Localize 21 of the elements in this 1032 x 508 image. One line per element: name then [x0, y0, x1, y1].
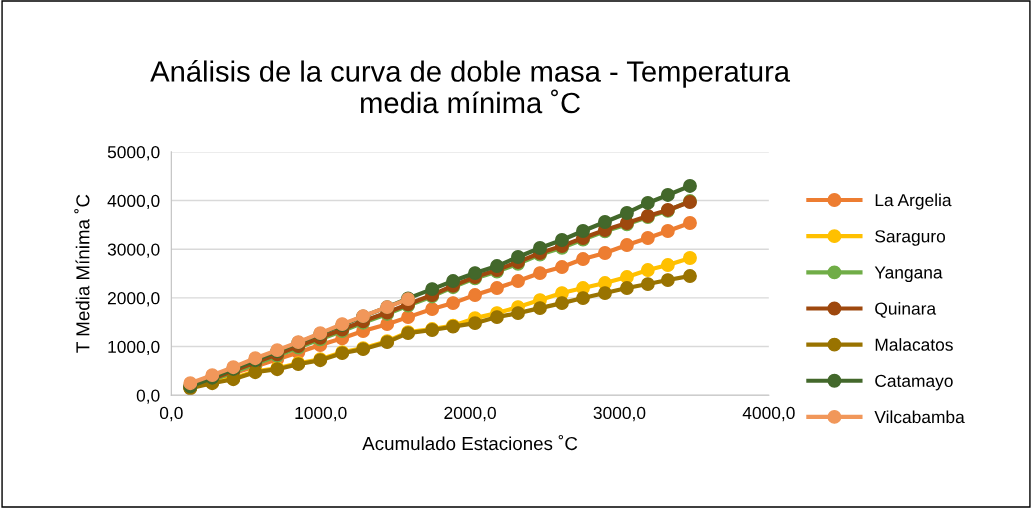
y-tick-label: 5000,0: [107, 146, 160, 161]
legend-label: Malacatos: [875, 338, 953, 351]
x-tick-label: 4000,0: [742, 406, 795, 422]
y-tick-label: 3000,0: [107, 243, 160, 258]
y-tick-label: 4000,0: [107, 194, 160, 210]
y-axis-title: T Media Mínima ˚C: [74, 194, 90, 353]
x-axis-title: Acumulado Estaciones ˚C: [362, 434, 578, 451]
legend-label: Quinara: [875, 301, 937, 318]
x-tick-label: 1000,0: [295, 406, 347, 422]
chart-title: Análisis de la curva de doble masa - Temperatura media mínima ˚C: [150, 60, 791, 114]
legend-label: La Argelia: [875, 193, 952, 210]
legend-label: Catamayo: [875, 374, 953, 391]
x-tick-label: 0,0: [159, 406, 183, 422]
y-tick-label: 0,0: [136, 389, 160, 404]
x-tick-label: 2000,0: [444, 406, 496, 422]
legend-label: Yangana: [874, 266, 943, 282]
legend-label: Saraguro: [875, 230, 946, 246]
legend-label: Vilcabamba: [874, 410, 965, 424]
y-tick-label: 1000,0: [108, 340, 160, 356]
x-tick-label: 3000,0: [593, 406, 646, 422]
y-tick-label: 2000,0: [107, 292, 160, 307]
